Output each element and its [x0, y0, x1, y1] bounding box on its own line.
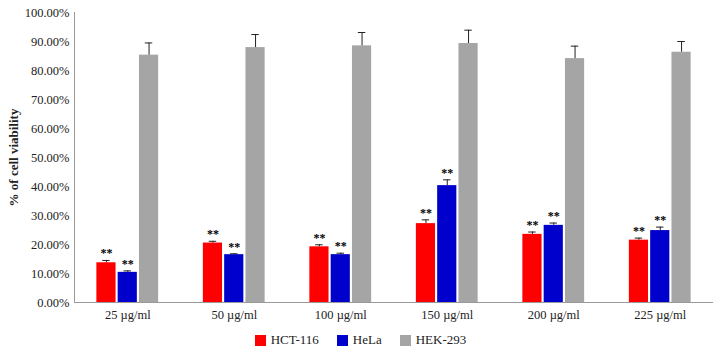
- svg-text:100.00%: 100.00%: [25, 6, 70, 20]
- svg-text:100 µg/ml: 100 µg/ml: [315, 308, 368, 322]
- svg-text:**: **: [526, 218, 538, 232]
- svg-text:70.00%: 70.00%: [31, 93, 70, 107]
- svg-text:20.00%: 20.00%: [31, 238, 70, 252]
- svg-text:40.00%: 40.00%: [31, 180, 70, 194]
- svg-text:**: **: [100, 246, 112, 260]
- svg-text:150 µg/ml: 150 µg/ml: [421, 308, 474, 322]
- svg-text:**: **: [335, 239, 347, 253]
- svg-text:**: **: [420, 206, 432, 220]
- svg-text:**: **: [654, 213, 666, 227]
- svg-text:60.00%: 60.00%: [31, 122, 70, 136]
- svg-text:**: **: [441, 166, 453, 180]
- svg-text:10.00%: 10.00%: [31, 267, 70, 281]
- svg-text:0.00%: 0.00%: [37, 296, 69, 310]
- svg-text:**: **: [548, 209, 560, 223]
- svg-text:80.00%: 80.00%: [31, 64, 70, 78]
- svg-text:25 µg/ml: 25 µg/ml: [105, 308, 151, 322]
- svg-text:**: **: [228, 240, 240, 254]
- svg-text:**: **: [633, 224, 645, 238]
- html-text:HCT-116: HCT-116: [270, 332, 319, 347]
- svg-text:% of cell viability: % of cell viability: [6, 108, 21, 206]
- svg-text:225 µg/ml: 225 µg/ml: [634, 308, 687, 322]
- svg-text:**: **: [122, 257, 134, 271]
- html-text:HeLa: HeLa: [352, 332, 382, 347]
- svg-text:200 µg/ml: 200 µg/ml: [528, 308, 581, 322]
- svg-text:50 µg/ml: 50 µg/ml: [211, 308, 257, 322]
- svg-text:50.00%: 50.00%: [31, 151, 70, 165]
- html-text:HEK-293: HEK-293: [415, 332, 467, 347]
- svg-text:90.00%: 90.00%: [31, 35, 70, 49]
- svg-text:30.00%: 30.00%: [31, 209, 70, 223]
- svg-text:**: **: [313, 231, 325, 245]
- svg-text:**: **: [207, 227, 219, 241]
